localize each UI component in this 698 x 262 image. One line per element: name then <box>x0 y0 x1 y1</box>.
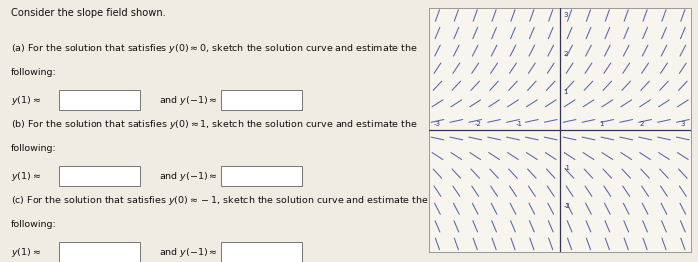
Text: (a) For the solution that satisfies $y(0) \approx 0$, sketch the solution curve : (a) For the solution that satisfies $y(0… <box>11 42 418 55</box>
Text: and $y(-1) \approx$: and $y(-1) \approx$ <box>158 94 217 107</box>
Text: $y(1) \approx$: $y(1) \approx$ <box>11 94 41 107</box>
Text: (c) For the solution that satisfies $y(0) \approx -1$, sketch the solution curve: (c) For the solution that satisfies $y(0… <box>11 194 429 207</box>
Text: 2: 2 <box>563 51 567 57</box>
FancyBboxPatch shape <box>221 242 302 262</box>
FancyBboxPatch shape <box>59 90 140 110</box>
Text: following:: following: <box>11 68 57 77</box>
Text: 1: 1 <box>599 121 603 127</box>
Text: -2: -2 <box>563 203 570 209</box>
Text: and $y(-1) \approx$: and $y(-1) \approx$ <box>158 246 217 259</box>
Text: -1: -1 <box>563 165 570 171</box>
FancyBboxPatch shape <box>221 166 302 186</box>
Text: (b) For the solution that satisfies $y(0) \approx 1$, sketch the solution curve : (b) For the solution that satisfies $y(0… <box>11 118 418 131</box>
Text: $y(1) \approx$: $y(1) \approx$ <box>11 246 41 259</box>
Text: -3: -3 <box>434 121 441 127</box>
FancyBboxPatch shape <box>59 242 140 262</box>
Text: 1: 1 <box>563 89 568 95</box>
Text: -2: -2 <box>475 121 482 127</box>
Text: and $y(-1) \approx$: and $y(-1) \approx$ <box>158 170 217 183</box>
Text: following:: following: <box>11 144 57 153</box>
Text: -1: -1 <box>516 121 523 127</box>
Text: Consider the slope field shown.: Consider the slope field shown. <box>11 8 166 18</box>
Text: following:: following: <box>11 220 57 229</box>
Text: $y(1) \approx$: $y(1) \approx$ <box>11 170 41 183</box>
FancyBboxPatch shape <box>59 166 140 186</box>
Text: 2: 2 <box>640 121 644 127</box>
Text: 3: 3 <box>563 13 568 19</box>
FancyBboxPatch shape <box>221 90 302 110</box>
Text: 3: 3 <box>681 121 685 127</box>
